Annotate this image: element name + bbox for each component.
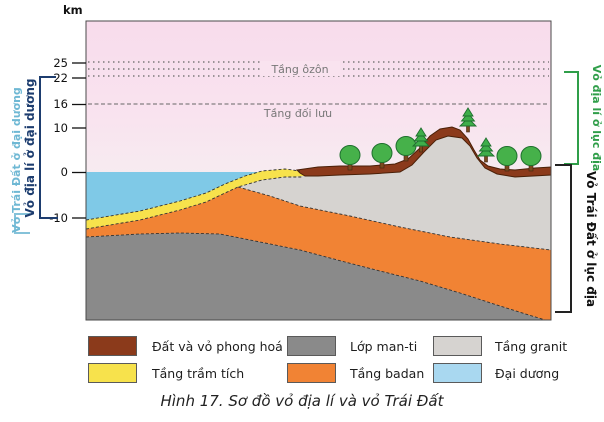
legend-swatch-soil xyxy=(88,336,137,356)
mantle-region xyxy=(86,233,545,320)
legend-label: Lớp man-ti xyxy=(350,338,418,354)
geo-envelope-continent-label: Vỏ địa lí ở lục địa xyxy=(590,65,603,172)
ozone-label: Tầng ôzôn xyxy=(270,63,328,76)
legend-label: Tầng granit xyxy=(495,338,568,354)
legend-item-basalt: Tầng badan xyxy=(287,363,424,383)
granite-bottom-boundary xyxy=(237,186,552,251)
basalt-layer-region xyxy=(86,187,551,320)
geo-envelope-continent-bracket xyxy=(564,71,579,165)
legend-item-sediment: Tầng trầm tích xyxy=(88,363,244,383)
legend-item-soil: Đất và vỏ phong hoá xyxy=(88,336,283,356)
crust-diagram: Tầng ôzôn Tầng đối lưu km 25 22 16 10 0 … xyxy=(10,3,603,321)
km-axis: km 25 22 16 10 0 -10 xyxy=(49,3,86,225)
tick-label: 0 xyxy=(61,165,68,179)
legend-swatch-sediment xyxy=(88,363,137,383)
troposphere-label: Tầng đối lưu xyxy=(263,107,332,120)
legend-label: Tầng trầm tích xyxy=(152,365,245,381)
geo-envelope-ocean-bracket xyxy=(39,76,58,219)
earth-crust-ocean-label: Vỏ Trái Đất ở đại dương xyxy=(10,87,23,233)
mantle-top-boundary xyxy=(85,232,546,321)
seafloor-boundary xyxy=(85,168,301,221)
ocean-region xyxy=(86,172,260,220)
legend-swatch-basalt xyxy=(287,363,336,383)
tick-label: 25 xyxy=(53,56,68,70)
legend-item-mantle: Lớp man-ti xyxy=(287,336,417,356)
earth-crust-continent-bracket xyxy=(555,164,572,313)
legend-swatch-granite xyxy=(433,336,482,356)
tick-label: 22 xyxy=(53,71,68,85)
tick-label: -10 xyxy=(49,211,68,225)
earth-crust-continent-label: Vỏ Trái Đất ở lục địa xyxy=(584,171,598,307)
legend-label: Tầng badan xyxy=(350,365,425,381)
legend-label: Đất và vỏ phong hoá xyxy=(152,338,283,354)
earth-crust-ocean-bracket xyxy=(14,213,30,234)
figure-caption: Hình 17. Sơ đồ vỏ địa lí và vỏ Trái Đất xyxy=(160,392,444,410)
tick-label: 16 xyxy=(53,97,68,111)
legend-item-granite: Tầng granit xyxy=(433,336,567,356)
ozone-label-backdrop xyxy=(260,61,340,76)
geo-envelope-ocean-label: Vỏ địa lí ở đại dương xyxy=(23,78,37,217)
granite-layer-region xyxy=(238,136,551,250)
sediment-layer-region xyxy=(86,169,305,229)
legend-swatch-mantle xyxy=(287,336,336,356)
axis-unit-label: km xyxy=(63,3,83,17)
tick-label: 10 xyxy=(53,121,68,135)
plot-border xyxy=(85,20,552,321)
sediment-bottom-boundary xyxy=(85,176,303,230)
legend-label: Đại dương xyxy=(495,365,560,381)
legend-swatch-ocean xyxy=(433,363,482,383)
legend-item-ocean: Đại dương xyxy=(433,363,559,383)
